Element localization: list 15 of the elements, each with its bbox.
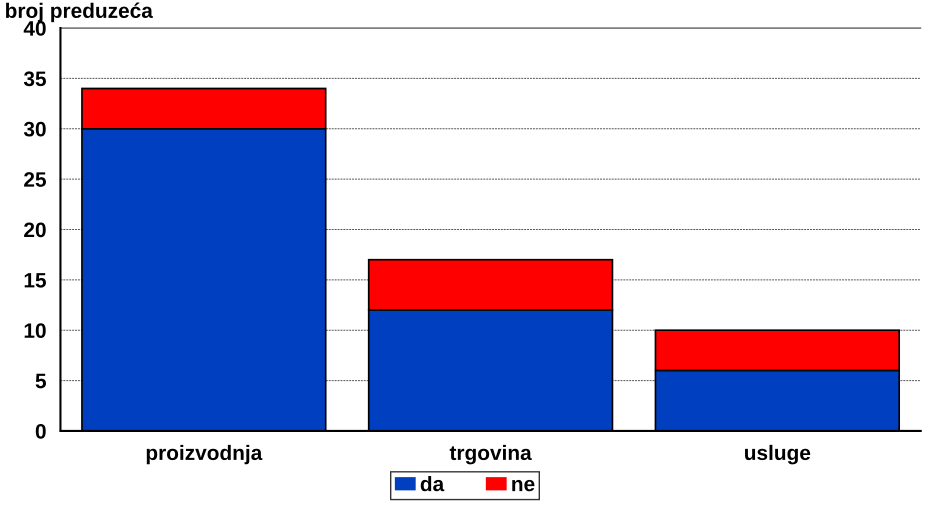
y-tick-label: 30 (24, 122, 46, 137)
y-tick-label: 20 (24, 222, 46, 238)
y-tick-label: 5 (36, 374, 46, 388)
y-tick-label: 10 (24, 323, 46, 338)
legend-label: da (420, 476, 444, 492)
y-tick-label: 25 (24, 172, 46, 187)
chart-title: broj preduzeća (6, 2, 153, 22)
legend-label: ne (512, 480, 534, 492)
x-tick-label: usluge (745, 444, 810, 464)
y-tick-label: 35 (24, 71, 46, 86)
y-tick-label: 40 (24, 21, 46, 36)
x-tick-label: trgovina (450, 444, 532, 464)
y-tick-label: 0 (36, 424, 46, 439)
y-tick-label: 15 (24, 273, 46, 288)
x-tick-label: proizvodnja (146, 444, 262, 464)
